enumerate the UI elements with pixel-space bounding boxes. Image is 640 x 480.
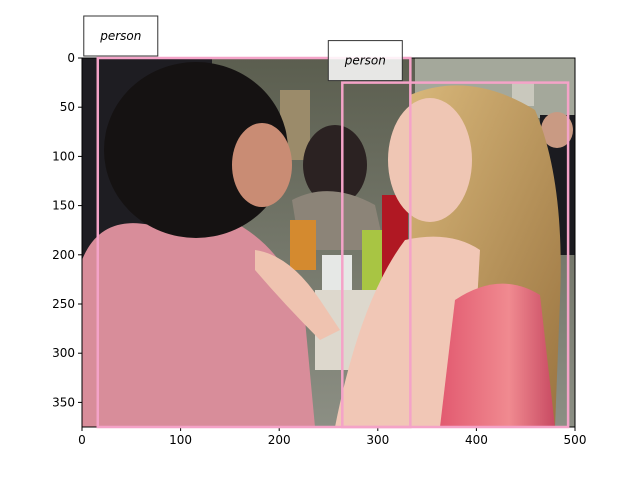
y-tick-label: 200	[52, 248, 75, 262]
y-tick-label: 350	[52, 395, 75, 409]
box-label-background	[327, 40, 403, 82]
person-bounding-box	[96, 56, 412, 429]
box-label-text: person	[344, 54, 386, 68]
y-tick-label: 250	[52, 297, 75, 311]
photo-scene	[82, 58, 575, 427]
x-tick-label: 300	[366, 433, 389, 447]
box-label: person	[83, 15, 159, 57]
y-tick-label: 50	[60, 100, 75, 114]
box-label-background	[83, 15, 159, 57]
x-tick-label: 0	[78, 433, 86, 447]
box-label: person	[327, 40, 403, 82]
x-tick-label: 200	[268, 433, 291, 447]
x-tick-label: 100	[169, 433, 192, 447]
y-tick-label: 300	[52, 346, 75, 360]
y-tick-label: 0	[67, 51, 75, 65]
axis-ticks: 0 100 200 300 400 500 0 50 100 150 200 250 300 350	[52, 51, 586, 447]
y-tick-label: 100	[52, 149, 75, 163]
y-tick-label: 150	[52, 199, 75, 213]
detection-boxes: person person	[83, 15, 570, 429]
x-tick-label: 500	[564, 433, 587, 447]
box-label-text: person	[99, 29, 141, 43]
x-tick-label: 400	[465, 433, 488, 447]
person-bounding-box	[341, 81, 570, 429]
